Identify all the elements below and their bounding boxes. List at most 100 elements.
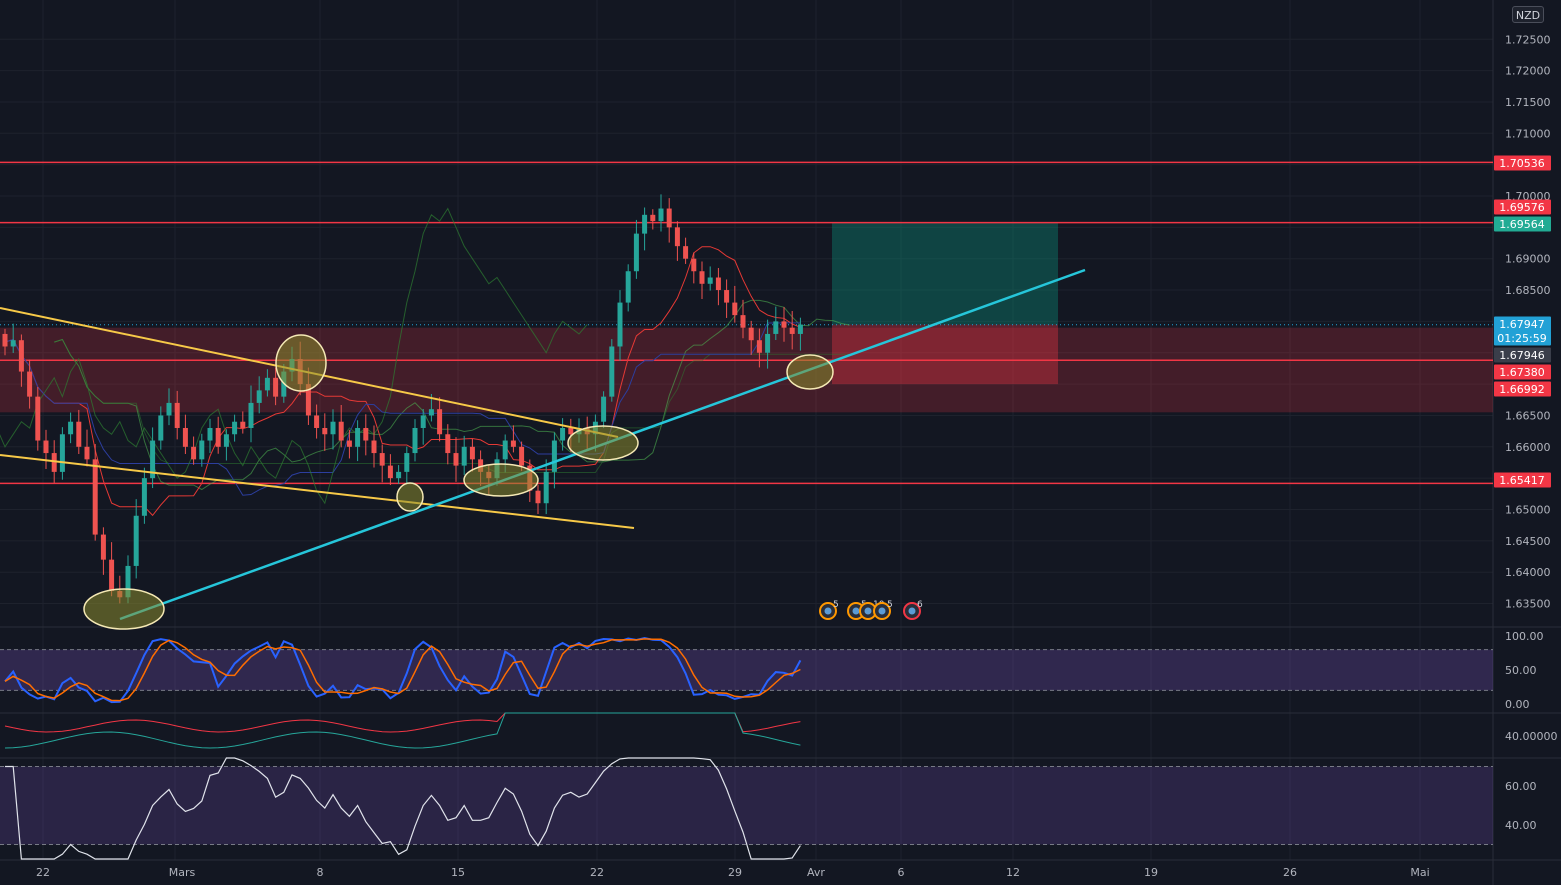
candle-body xyxy=(765,333,771,353)
candle-body xyxy=(412,427,418,454)
candle-body xyxy=(724,290,730,303)
candle-body xyxy=(248,402,254,428)
price-tag-label: 1.67380 xyxy=(1499,366,1545,379)
candle-body xyxy=(625,271,631,303)
flag-icon xyxy=(878,607,886,615)
candle-body xyxy=(338,421,344,441)
price-tag-label: 1.67946 xyxy=(1499,349,1545,362)
candle-body xyxy=(683,246,689,259)
long-position-loss xyxy=(832,324,1058,385)
candle-body xyxy=(748,327,754,341)
price-tick: 1.69000 xyxy=(1505,253,1551,266)
flag-icon xyxy=(852,607,860,615)
price-tag-bg xyxy=(1494,216,1551,232)
price-tag-bg xyxy=(1494,364,1551,380)
candle-body xyxy=(199,440,205,460)
event-badge[interactable]: 5 xyxy=(819,600,839,620)
rsi-tick: 40.00 xyxy=(1505,819,1537,832)
candle-body xyxy=(43,440,49,454)
candle-body xyxy=(346,440,352,447)
oscillator-panes xyxy=(0,636,1493,860)
rsi-tick: 60.00 xyxy=(1505,780,1537,793)
candle-body xyxy=(609,346,615,397)
candle-body xyxy=(445,434,451,454)
event-badge[interactable]: 5 xyxy=(873,600,893,620)
candle-body xyxy=(355,427,361,447)
stoch-band xyxy=(0,649,1493,691)
time-tick: 6 xyxy=(898,866,905,879)
price-tick: 1.72500 xyxy=(1505,33,1551,46)
time-tick: Mars xyxy=(169,866,196,879)
candle-body xyxy=(232,421,238,435)
candle-body xyxy=(100,534,106,560)
candle-body xyxy=(740,315,746,328)
candle-body xyxy=(322,427,328,435)
axes: 1.725001.720001.715001.710001.700001.690… xyxy=(36,33,1558,879)
price-tag: 1.70536 xyxy=(1494,155,1551,171)
price-tick: 1.65000 xyxy=(1505,504,1551,517)
candle-body xyxy=(150,440,156,479)
candle-body xyxy=(2,333,8,347)
time-tick: Avr xyxy=(807,866,825,879)
price-tick: 1.64000 xyxy=(1505,566,1551,579)
time-tick: 19 xyxy=(1144,866,1158,879)
resistance-zone xyxy=(0,327,1493,413)
candle-body xyxy=(420,415,426,428)
event-count: 5 xyxy=(887,600,893,610)
pane2-tick: 40.00000 xyxy=(1505,730,1558,743)
highlight-ellipse xyxy=(275,334,327,392)
kijun-line xyxy=(4,322,801,496)
candle-body xyxy=(314,415,320,428)
long-position-profit xyxy=(832,222,1058,325)
time-tick: 12 xyxy=(1006,866,1020,879)
candle-body xyxy=(396,471,402,479)
candle-body xyxy=(560,427,566,441)
candle-body xyxy=(781,321,787,328)
candle-body xyxy=(27,371,33,397)
price-tag-bg xyxy=(1494,316,1551,332)
price-tag: 1.69564 xyxy=(1494,216,1551,232)
price-tick: 1.71000 xyxy=(1505,127,1551,140)
candle-body xyxy=(797,324,803,334)
rsi-line xyxy=(5,757,801,860)
time-tick: 29 xyxy=(728,866,742,879)
candle-body xyxy=(535,490,541,504)
event-badge[interactable]: 6 xyxy=(903,600,923,620)
price-tag: 1.66992 xyxy=(1494,381,1551,397)
candle-body xyxy=(125,565,131,598)
candle-body xyxy=(691,258,697,272)
candle-body xyxy=(666,208,672,228)
time-tick: 22 xyxy=(36,866,50,879)
price-tick: 1.71500 xyxy=(1505,96,1551,109)
price-tag-label: 1.65417 xyxy=(1499,474,1545,487)
currency-button[interactable]: NZD xyxy=(1512,6,1544,23)
candle-body xyxy=(256,390,262,403)
chikou-line xyxy=(0,207,588,505)
candle-body xyxy=(223,434,229,447)
rsi-band xyxy=(0,766,1493,845)
candle-body xyxy=(642,214,648,234)
candle-body xyxy=(330,421,336,435)
price-tag-bg xyxy=(1494,199,1551,215)
highlight-ellipse xyxy=(463,463,539,497)
price-tag-label: 1.69576 xyxy=(1499,201,1545,214)
price-tag-label: 01:25:59 xyxy=(1497,332,1546,345)
stoch-tick: 50.00 xyxy=(1505,664,1537,677)
dmi-minus-line xyxy=(4,712,801,733)
candle-body xyxy=(240,421,246,428)
flag-icon xyxy=(824,607,832,615)
event-count: 6 xyxy=(917,600,923,610)
candle-body xyxy=(658,208,664,222)
candle-body xyxy=(601,396,607,422)
candle-body xyxy=(478,459,484,472)
price-tag: 1.65417 xyxy=(1494,472,1551,488)
candle-body xyxy=(437,409,443,435)
candle-body xyxy=(617,302,623,347)
candle-body xyxy=(166,402,172,416)
candle-body xyxy=(469,446,475,460)
candle-body xyxy=(305,384,311,416)
candle-body xyxy=(650,214,656,222)
price-tag: 01:25:59 xyxy=(1494,330,1551,346)
